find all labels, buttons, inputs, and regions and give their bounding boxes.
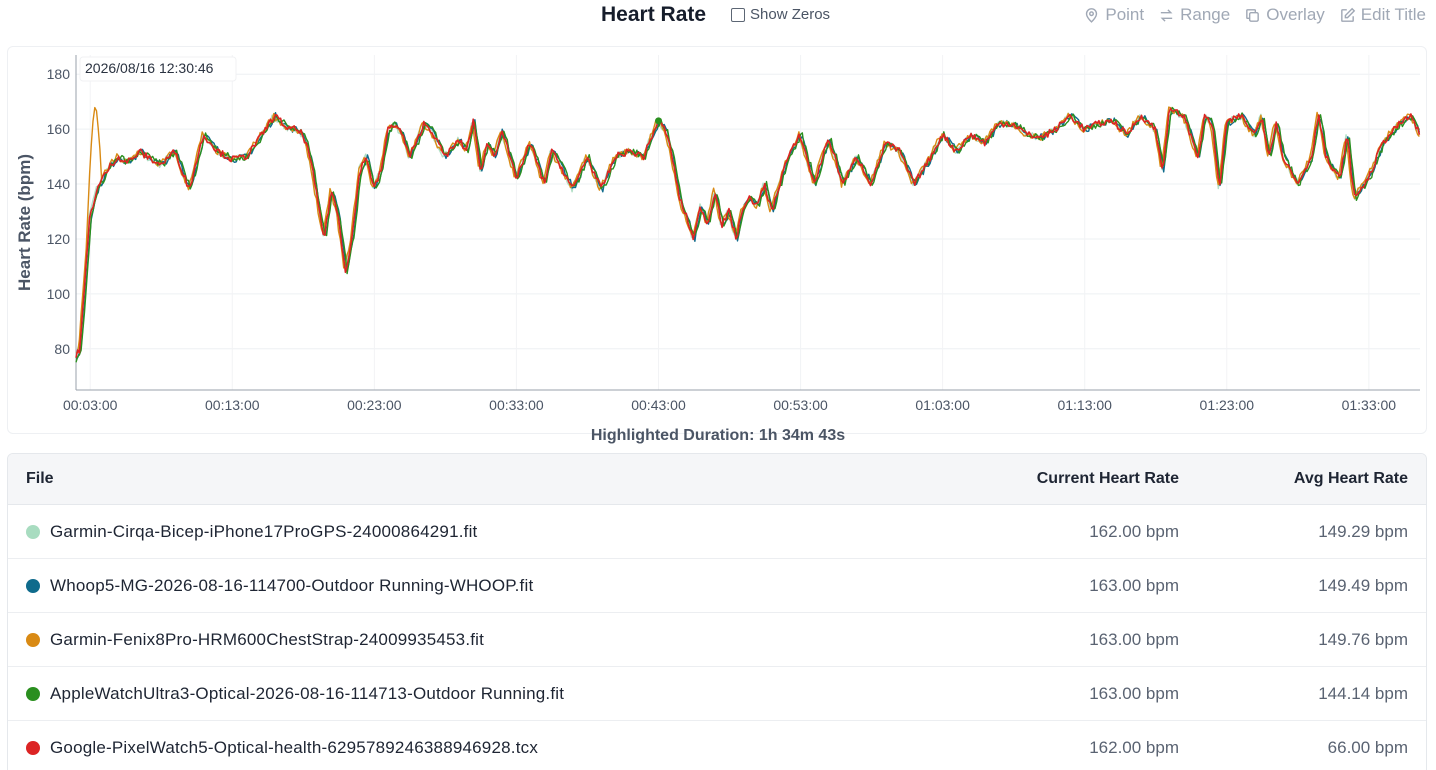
- header-current-hr: Current Heart Rate: [1036, 470, 1179, 487]
- header-file: File: [26, 470, 54, 487]
- x-tick-label: 00:03:00: [63, 397, 118, 413]
- point-tool-label: Point: [1105, 5, 1145, 24]
- x-tick-label: 00:23:00: [347, 397, 402, 413]
- series-color-dot: [26, 524, 40, 539]
- range-tool-button[interactable]: Range: [1158, 5, 1230, 25]
- avg-heart-rate: 144.14 bpm: [1318, 683, 1408, 703]
- x-tick-label: 01:33:00: [1342, 397, 1397, 413]
- overlay-tool-label: Overlay: [1266, 5, 1325, 24]
- heart-rate-chart[interactable]: 80 100 120 140 160 180 00:03:00 00:13:00 00:23:0…: [8, 47, 1428, 435]
- series-color-dot: [26, 686, 40, 701]
- y-tick-label: 80: [54, 341, 70, 357]
- series-line: [75, 109, 1421, 359]
- current-heart-rate: 163.00 bpm: [1089, 629, 1179, 649]
- y-tick-label: 180: [47, 66, 71, 82]
- series-color-dot: [26, 740, 40, 755]
- overlay-tool-button[interactable]: Overlay: [1244, 5, 1325, 25]
- series-line: [75, 106, 1420, 363]
- file-name: Google-PixelWatch5-Optical-health-629578…: [50, 737, 539, 757]
- hover-point: [654, 117, 662, 125]
- table-header: File Current Heart Rate Avg Heart Rate: [8, 454, 1426, 505]
- copy-icon: [1246, 8, 1260, 22]
- series-line: [75, 106, 1420, 354]
- heart-rate-chart-card[interactable]: 80 100 120 140 160 180 00:03:00 00:13:00 00:23:0…: [7, 46, 1427, 434]
- chart-header: Heart Rate Show Zeros Point Range Overla…: [0, 0, 1436, 34]
- table-row[interactable]: Google-PixelWatch5-Optical-health-629578…: [8, 721, 1426, 770]
- edit-icon: [1340, 7, 1356, 22]
- range-tool-label: Range: [1180, 5, 1231, 24]
- current-heart-rate: 162.00 bpm: [1089, 521, 1179, 541]
- series-color-dot: [26, 632, 40, 647]
- show-zeros-checkbox[interactable]: [731, 7, 745, 22]
- avg-heart-rate: 149.49 bpm: [1318, 575, 1408, 595]
- y-tick-label: 160: [47, 121, 71, 137]
- arrows-swap-icon: [1160, 8, 1173, 22]
- edit-title-button[interactable]: Edit Title: [1339, 5, 1426, 25]
- file-table: File Current Heart Rate Avg Heart Rate G…: [7, 453, 1427, 770]
- file-name: Garmin-Cirqa-Bicep-iPhone17ProGPS-240008…: [50, 521, 478, 541]
- y-tick-label: 100: [47, 286, 71, 302]
- x-tick-label: 00:53:00: [773, 397, 828, 413]
- x-tick-label: 00:13:00: [205, 397, 260, 413]
- table-row[interactable]: Garmin-Fenix8Pro-HRM600ChestStrap-240099…: [8, 613, 1426, 667]
- current-heart-rate: 162.00 bpm: [1089, 737, 1179, 757]
- series-color-dot: [26, 578, 40, 593]
- tooltip-timestamp: 2026/08/16 12:30:46: [85, 60, 214, 76]
- file-name: Garmin-Fenix8Pro-HRM600ChestStrap-240099…: [50, 629, 485, 649]
- tooltip-box: [79, 56, 237, 82]
- file-name: AppleWatchUltra3-Optical-2026-08-16-1147…: [50, 683, 565, 703]
- file-name: Whoop5-MG-2026-08-16-114700-Outdoor Runn…: [50, 575, 534, 595]
- table-row[interactable]: Garmin-Cirqa-Bicep-iPhone17ProGPS-240008…: [8, 505, 1426, 559]
- x-tick-label: 00:33:00: [489, 397, 544, 413]
- chart-toolbar: Point Range Overlay Edit Title: [1083, 5, 1426, 25]
- show-zeros-label: Show Zeros: [750, 6, 831, 23]
- y-tick-label: 140: [47, 176, 71, 192]
- map-pin-icon: [1086, 7, 1098, 23]
- x-tick-label: 01:23:00: [1200, 397, 1255, 413]
- series-line: [75, 110, 1421, 359]
- edit-title-label: Edit Title: [1360, 5, 1426, 24]
- avg-heart-rate: 149.76 bpm: [1318, 629, 1408, 649]
- table-row[interactable]: Whoop5-MG-2026-08-16-114700-Outdoor Runn…: [8, 559, 1426, 613]
- x-tick-label: 01:13:00: [1057, 397, 1112, 413]
- series-line: [75, 107, 1421, 358]
- avg-heart-rate: 66.00 bpm: [1327, 737, 1408, 757]
- point-tool-button[interactable]: Point: [1083, 5, 1144, 25]
- current-heart-rate: 163.00 bpm: [1089, 683, 1179, 703]
- x-tick-label: 00:43:00: [631, 397, 686, 413]
- show-zeros-toggle[interactable]: Show Zeros: [731, 6, 830, 23]
- avg-heart-rate: 149.29 bpm: [1318, 521, 1408, 541]
- chart-title: Heart Rate: [601, 3, 707, 26]
- y-axis-title: Heart Rate (bpm): [15, 154, 34, 291]
- x-tick-label: 01:03:00: [915, 397, 970, 413]
- table-row[interactable]: AppleWatchUltra3-Optical-2026-08-16-1147…: [8, 667, 1426, 721]
- y-tick-label: 120: [47, 231, 71, 247]
- current-heart-rate: 163.00 bpm: [1089, 575, 1179, 595]
- header-avg-hr: Avg Heart Rate: [1293, 470, 1408, 487]
- highlighted-duration: Highlighted Duration: 1h 34m 43s: [590, 427, 846, 444]
